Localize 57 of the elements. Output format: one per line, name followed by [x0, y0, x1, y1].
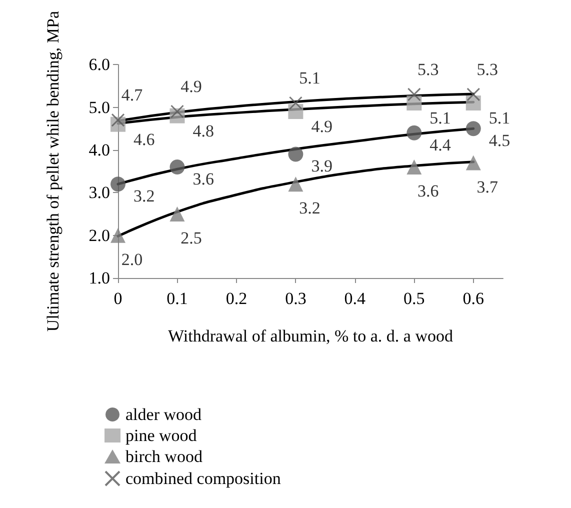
data-label: 2.5	[180, 228, 202, 248]
legend-label: combined composition	[126, 469, 282, 488]
point	[466, 155, 481, 170]
data-label: 4.5	[488, 131, 510, 150]
point	[406, 125, 422, 140]
x-axis-title: Withdrawal of albumin, % to a. d. a wood	[168, 326, 454, 346]
data-label: 3.2	[299, 198, 320, 218]
data-label: 3.6	[192, 170, 214, 189]
y-tick-label: 2.0	[88, 226, 110, 245]
y-tick-label: 4.0	[88, 140, 110, 160]
data-label: 3.9	[311, 156, 332, 176]
data-label: 4.7	[121, 86, 144, 105]
point	[466, 121, 481, 136]
x-tick-label: 0.5	[404, 289, 425, 308]
legend-label: birch wood	[126, 447, 203, 466]
x-tick-label: 0	[114, 289, 122, 308]
x-tick-label: 0.6	[462, 289, 484, 308]
point	[466, 95, 481, 110]
data-label: 2.0	[121, 250, 143, 269]
y-tick-label: 3.0	[88, 183, 110, 202]
point	[288, 146, 304, 162]
y-tick-label: 1.0	[88, 268, 110, 288]
point	[406, 95, 422, 110]
data-label: 5.1	[299, 68, 320, 88]
point	[170, 160, 185, 175]
x-tick-label: 0.3	[285, 289, 306, 308]
point	[466, 88, 480, 102]
point	[110, 176, 126, 192]
point	[288, 96, 302, 110]
data-label: 5.3	[476, 60, 498, 79]
point	[288, 176, 304, 192]
point	[110, 228, 126, 243]
y-tick-label: 5.0	[88, 98, 110, 117]
data-label: 4.6	[134, 130, 155, 149]
point	[288, 104, 304, 120]
data-label: 5.1	[488, 108, 510, 128]
data-label: 4.4	[430, 135, 452, 154]
point	[111, 113, 125, 127]
point	[170, 104, 184, 118]
point	[407, 88, 421, 102]
data-label: 5.1	[430, 108, 451, 128]
x-tick-label: 0.2	[226, 289, 248, 308]
data-label: 3.7	[476, 177, 499, 196]
data-label: 4.9	[180, 77, 202, 96]
point	[170, 206, 185, 222]
x-tick-label: 0.1	[166, 289, 188, 308]
data-label: 3.2	[134, 186, 155, 206]
y-tick-label: 6.0	[88, 55, 110, 74]
data-label: 4.8	[192, 121, 214, 140]
legend-label: pine wood	[126, 426, 198, 445]
data-label: 5.3	[418, 60, 439, 79]
y-axis-title: Ultimate strength of pellet while bending, MPa	[44, 10, 62, 332]
data-label: 4.9	[311, 117, 332, 136]
point	[406, 160, 422, 175]
data-label: 3.6	[418, 182, 439, 201]
x-tick-label: 0.4	[344, 289, 366, 308]
legend-label: alder wood	[126, 405, 202, 424]
